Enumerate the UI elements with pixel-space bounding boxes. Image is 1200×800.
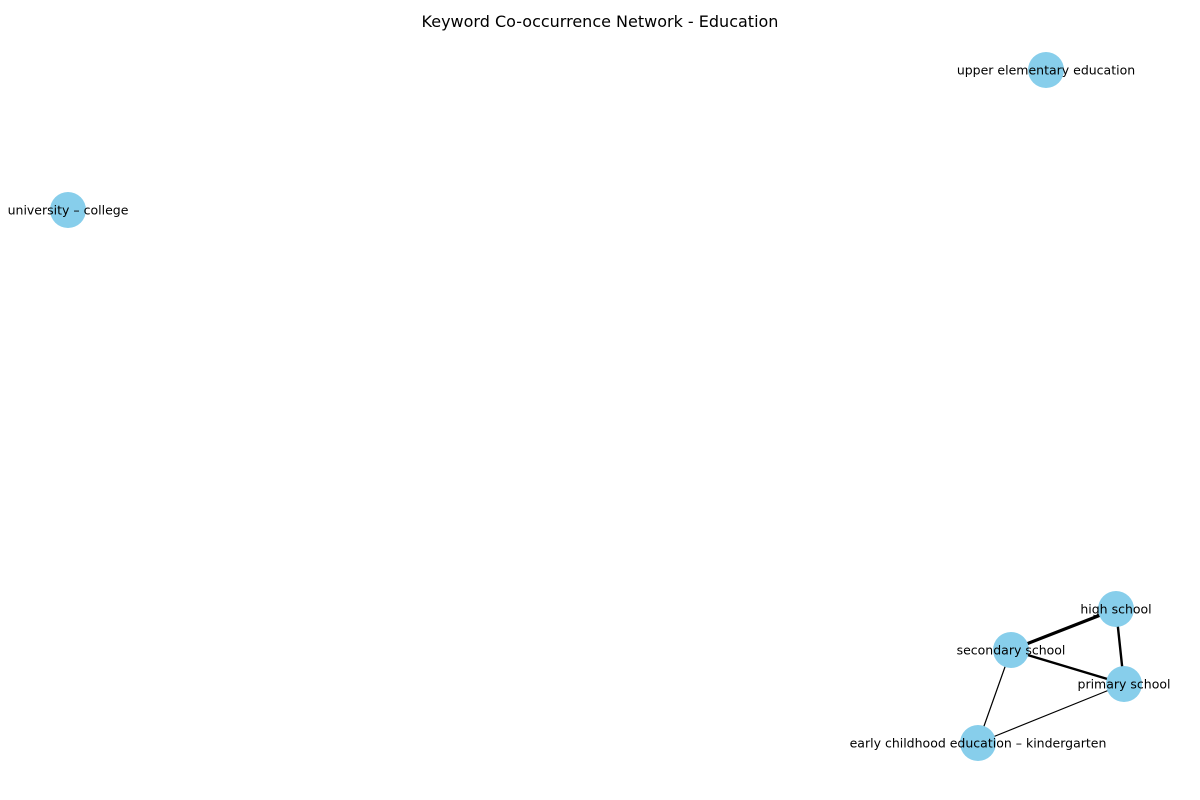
node-label-primary-school: primary school bbox=[1078, 677, 1171, 692]
node-university-college bbox=[50, 192, 86, 228]
nodes-layer bbox=[50, 52, 1142, 761]
edge-primary-school-early-childhood bbox=[977, 683, 1125, 744]
node-label-secondary-school: secondary school bbox=[957, 643, 1066, 658]
node-upper-elementary bbox=[1028, 52, 1064, 88]
figure-title: Keyword Co-occurrence Network - Educatio… bbox=[422, 12, 779, 31]
node-label-upper-elementary: upper elementary education bbox=[957, 63, 1135, 78]
labels-layer: upper elementary education university – c… bbox=[8, 63, 1171, 751]
edge-secondary-school-high-school bbox=[1009, 607, 1118, 652]
node-label-university-college: university – college bbox=[8, 203, 129, 218]
edge-secondary-school-primary-school bbox=[1009, 648, 1126, 686]
node-label-early-childhood: early childhood education – kindergarten bbox=[850, 736, 1107, 751]
node-early-childhood bbox=[960, 725, 996, 761]
node-label-high-school: high school bbox=[1080, 602, 1151, 617]
node-primary-school bbox=[1106, 666, 1142, 702]
node-high-school bbox=[1098, 591, 1134, 627]
node-secondary-school bbox=[993, 632, 1029, 668]
